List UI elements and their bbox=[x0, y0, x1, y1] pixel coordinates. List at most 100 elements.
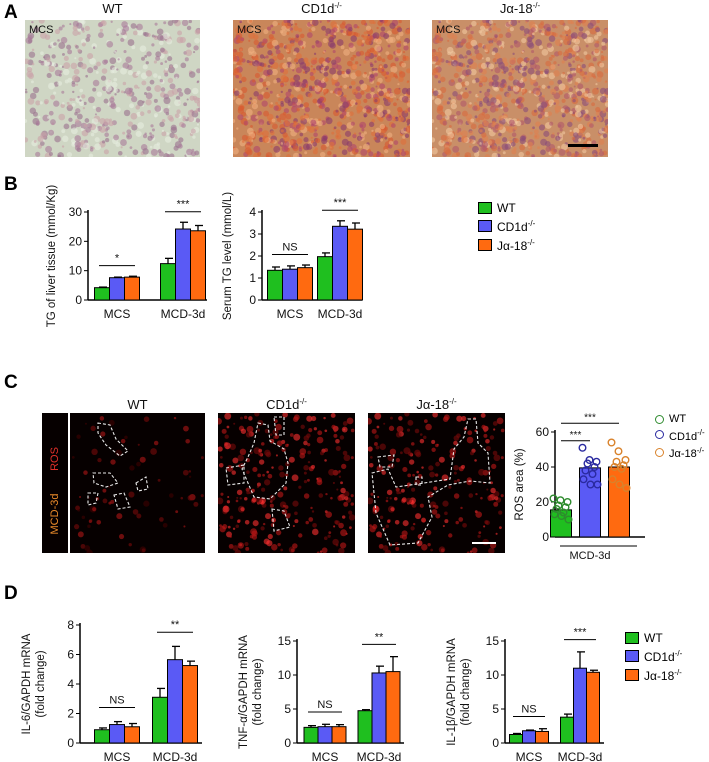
legend-item-wt: WT bbox=[655, 413, 705, 426]
scale-bar bbox=[568, 144, 598, 147]
data-point bbox=[610, 463, 619, 472]
bar-wt bbox=[94, 287, 110, 301]
y-axis-label: Serum TG level (mmol/L) bbox=[222, 192, 234, 320]
data-point bbox=[564, 515, 573, 524]
data-point bbox=[608, 475, 617, 484]
y-axis-label: TG of liver tissue (mmol/Kg) bbox=[46, 185, 58, 328]
ros-region-outline bbox=[273, 416, 285, 436]
data-point bbox=[578, 443, 587, 452]
significance-label: NS bbox=[109, 694, 124, 706]
y-tick-label: 4 bbox=[249, 205, 256, 219]
legend-item-wt: WT bbox=[625, 630, 682, 646]
condition-tag: MCS bbox=[436, 24, 461, 36]
bar-cd1d bbox=[175, 228, 191, 301]
x-tick-label: MCD-3d bbox=[558, 750, 603, 762]
legend-d: WT CD1d-/- Jα-18-/- bbox=[625, 630, 682, 684]
bar-wt bbox=[152, 696, 168, 744]
x-tick-label: MCS bbox=[312, 750, 339, 762]
x-tick-label: MCD-3d bbox=[161, 307, 206, 321]
legend-marker bbox=[655, 447, 664, 457]
legend-swatch bbox=[478, 202, 492, 214]
significance-label: ** bbox=[375, 631, 384, 643]
x-tick-label: MCS bbox=[516, 750, 543, 762]
ros-region-outline bbox=[92, 472, 119, 488]
legend-item-cd1d: CD1d-/- bbox=[655, 426, 705, 444]
data-point bbox=[590, 463, 599, 472]
bar-wt bbox=[357, 710, 373, 744]
x-tick-label: MCD-3d bbox=[318, 307, 363, 321]
micrograph-wt: MCS bbox=[25, 20, 200, 157]
legend-item-ja18: Jα-18-/- bbox=[625, 665, 682, 684]
data-point bbox=[622, 484, 631, 493]
condition-tag: MCS bbox=[237, 24, 262, 36]
significance-label: *** bbox=[334, 197, 348, 209]
significance-label: *** bbox=[574, 627, 588, 639]
significance-label: * bbox=[115, 253, 120, 265]
y-axis-label: TNF-α/GAPDH mRNA bbox=[238, 635, 250, 749]
y-tick-label: 15 bbox=[486, 634, 500, 648]
y-axis-label: ROS area (%) bbox=[514, 448, 526, 520]
legend-marker bbox=[655, 415, 664, 424]
y-tick-label: 10 bbox=[486, 668, 500, 682]
title-c-cd1d: CD1d-/- bbox=[266, 397, 307, 413]
y-tick-label: 0 bbox=[75, 293, 82, 307]
tissue-texture bbox=[368, 413, 505, 553]
data-point bbox=[583, 459, 592, 468]
y-axis-label: IL-1β/GAPDH mRNA bbox=[446, 638, 458, 746]
significance-label: ** bbox=[171, 619, 180, 631]
bar-cd1d bbox=[573, 667, 587, 744]
bar-ja18 bbox=[124, 276, 140, 301]
panel-label-d: D bbox=[4, 583, 18, 604]
significance-label: *** bbox=[177, 199, 191, 211]
data-point bbox=[557, 512, 566, 521]
y-tick-label: 1 bbox=[249, 271, 256, 285]
title-a-cd1d: CD1d-/- bbox=[301, 1, 342, 17]
ros-region-outline bbox=[135, 476, 149, 492]
y-tick-label: 6 bbox=[67, 648, 74, 662]
tissue-texture bbox=[25, 20, 200, 157]
ros-image-wt bbox=[70, 413, 205, 553]
legend-swatch bbox=[478, 219, 492, 232]
bar-ja18 bbox=[385, 671, 401, 744]
y-tick-label: 30 bbox=[69, 205, 83, 219]
micrograph-cd1d: MCS bbox=[233, 20, 410, 157]
y-tick-label: 8 bbox=[67, 618, 74, 632]
y-tick-label: 0 bbox=[67, 736, 74, 750]
y-tick-label: 2 bbox=[249, 249, 256, 263]
ros-region-outline bbox=[87, 492, 99, 506]
y-tick-label: 2 bbox=[67, 707, 74, 721]
ros-region-outlines bbox=[225, 416, 291, 532]
tissue-texture bbox=[233, 20, 410, 157]
ros-region-outline bbox=[241, 422, 289, 500]
condition-tag: MCS bbox=[29, 24, 54, 36]
micrograph-ja18: MCS bbox=[432, 20, 608, 157]
data-point bbox=[617, 464, 626, 473]
bar-wt bbox=[560, 716, 574, 744]
ros-image-ja18 bbox=[368, 413, 505, 553]
significance-label: NS bbox=[282, 241, 297, 253]
row-label-strip: ROS MCD-3d bbox=[42, 413, 68, 553]
data-point bbox=[614, 447, 623, 456]
y-tick-label: 0 bbox=[492, 736, 499, 750]
y-tick-label: 3 bbox=[249, 227, 256, 241]
ros-region-outline bbox=[225, 464, 245, 486]
y-tick-label: 15 bbox=[278, 634, 292, 648]
bar-ja18 bbox=[331, 726, 347, 744]
legend-marker bbox=[655, 430, 664, 440]
bar-cd1d bbox=[167, 659, 183, 744]
y-tick-label: 0 bbox=[249, 293, 256, 307]
y-tick-label: 40 bbox=[536, 460, 550, 474]
panel-label-c: C bbox=[4, 372, 18, 393]
title-a-wt: WT bbox=[102, 1, 123, 16]
y-tick-label: 4 bbox=[67, 677, 74, 691]
title-a-ja18: Jα-18-/- bbox=[499, 1, 541, 17]
ros-image-cd1d bbox=[218, 413, 355, 553]
legend-item-cd1d: CD1d-/- bbox=[625, 646, 682, 665]
data-point bbox=[588, 470, 597, 479]
legend-b: WT CD1d-/- Jα-18-/- bbox=[478, 200, 535, 254]
y-axis-label-line2: (fold change) bbox=[35, 650, 47, 717]
data-point bbox=[615, 480, 624, 489]
y-tick-label: 5 bbox=[492, 702, 499, 716]
bar-cd1d bbox=[317, 726, 333, 744]
